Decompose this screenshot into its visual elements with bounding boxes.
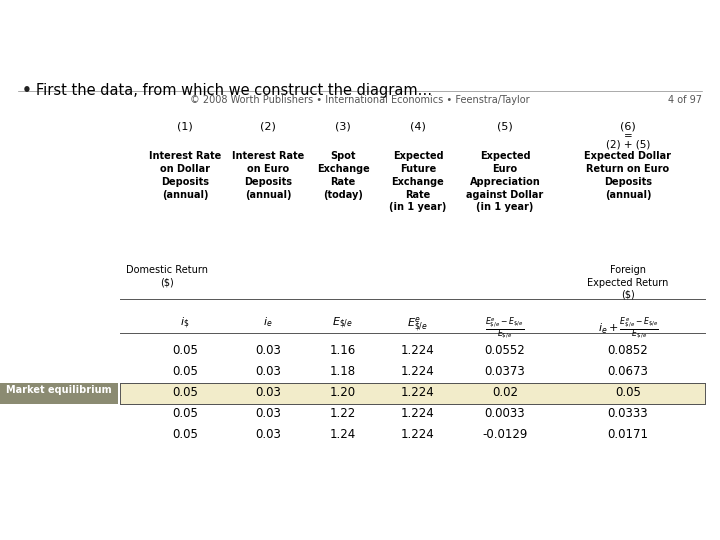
Text: 0.0852: 0.0852 bbox=[608, 344, 649, 357]
Text: Interest Rate
on Euro
Deposits
(annual): Interest Rate on Euro Deposits (annual) bbox=[232, 151, 304, 199]
Text: 0.03: 0.03 bbox=[255, 344, 281, 357]
Text: Domestic Return
($): Domestic Return ($) bbox=[126, 265, 208, 287]
Text: 1.224: 1.224 bbox=[401, 365, 435, 378]
Text: (2): (2) bbox=[260, 121, 276, 131]
Text: $i_{\$}$: $i_{\$}$ bbox=[180, 315, 189, 330]
Text: 0.05: 0.05 bbox=[615, 386, 641, 399]
Text: 0.03: 0.03 bbox=[255, 428, 281, 441]
Text: 4 of 97: 4 of 97 bbox=[668, 95, 702, 105]
Text: Expected Dollar
Return on Euro
Deposits
(annual): Expected Dollar Return on Euro Deposits … bbox=[585, 151, 672, 199]
Text: 1.224: 1.224 bbox=[401, 428, 435, 441]
Text: 0.0033: 0.0033 bbox=[485, 407, 526, 420]
Text: $i_{e}$: $i_{e}$ bbox=[264, 315, 273, 329]
Text: (1): (1) bbox=[177, 121, 193, 131]
Text: Expected
Euro
Appreciation
against Dollar
(in 1 year): Expected Euro Appreciation against Dolla… bbox=[467, 151, 544, 212]
Text: 1.224: 1.224 bbox=[401, 386, 435, 399]
Text: 0.05: 0.05 bbox=[172, 407, 198, 420]
Text: (6): (6) bbox=[620, 121, 636, 131]
Text: 0.0673: 0.0673 bbox=[608, 365, 649, 378]
Text: Equilibrium in the FX Market: An Example: Equilibrium in the FX Market: An Example bbox=[50, 22, 670, 48]
Text: First the data, from which we construct the diagram…: First the data, from which we construct … bbox=[36, 83, 432, 98]
Text: Spot
Exchange
Rate
(today): Spot Exchange Rate (today) bbox=[317, 151, 369, 199]
Text: $E^{e}_{\$/e}$: $E^{e}_{\$/e}$ bbox=[408, 315, 428, 334]
Text: Expected
Future
Exchange
Rate
(in 1 year): Expected Future Exchange Rate (in 1 year… bbox=[390, 151, 446, 212]
Bar bbox=[0, 383, 118, 404]
Text: 1.22: 1.22 bbox=[330, 407, 356, 420]
Text: © 2008 Worth Publishers • International Economics • Feenstra/Taylor: © 2008 Worth Publishers • International … bbox=[190, 95, 530, 105]
Text: $i_{e} + \frac{E^{e}_{\$/e} - E_{\$/e}}{E_{\$/e}}$: $i_{e} + \frac{E^{e}_{\$/e} - E_{\$/e}}{… bbox=[598, 315, 659, 342]
Text: (2) + (5): (2) + (5) bbox=[606, 139, 650, 149]
Text: (5): (5) bbox=[497, 121, 513, 131]
Text: =: = bbox=[624, 131, 632, 141]
Text: 0.0373: 0.0373 bbox=[485, 365, 526, 378]
Text: 0.03: 0.03 bbox=[255, 386, 281, 399]
Text: 0.0171: 0.0171 bbox=[608, 428, 649, 441]
Text: $\frac{E^{e}_{\$/e} - E_{\$/e}}{E_{\$/e}}$: $\frac{E^{e}_{\$/e} - E_{\$/e}}{E_{\$/e}… bbox=[485, 315, 525, 342]
Text: $E_{\$/e}$: $E_{\$/e}$ bbox=[333, 315, 354, 330]
Text: 1.18: 1.18 bbox=[330, 365, 356, 378]
Text: 0.05: 0.05 bbox=[172, 344, 198, 357]
Text: 1.16: 1.16 bbox=[330, 344, 356, 357]
Text: 1.224: 1.224 bbox=[401, 344, 435, 357]
Text: Foreign
Expected Return
($): Foreign Expected Return ($) bbox=[588, 265, 669, 300]
Text: Market equilibrium: Market equilibrium bbox=[6, 385, 112, 395]
Text: 1.224: 1.224 bbox=[401, 407, 435, 420]
Text: -0.0129: -0.0129 bbox=[482, 428, 528, 441]
Text: Interest Rate
on Dollar
Deposits
(annual): Interest Rate on Dollar Deposits (annual… bbox=[149, 151, 221, 199]
Text: (3): (3) bbox=[335, 121, 351, 131]
Text: 0.05: 0.05 bbox=[172, 428, 198, 441]
Bar bbox=[120, 383, 705, 404]
Text: 0.0333: 0.0333 bbox=[608, 407, 648, 420]
Text: 0.05: 0.05 bbox=[172, 386, 198, 399]
Text: (4): (4) bbox=[410, 121, 426, 131]
Text: 0.03: 0.03 bbox=[255, 407, 281, 420]
Text: •: • bbox=[22, 83, 32, 98]
Text: 0.05: 0.05 bbox=[172, 365, 198, 378]
Text: 0.02: 0.02 bbox=[492, 386, 518, 399]
Text: 1.24: 1.24 bbox=[330, 428, 356, 441]
Text: 0.03: 0.03 bbox=[255, 365, 281, 378]
Text: 1.20: 1.20 bbox=[330, 386, 356, 399]
Text: 0.0552: 0.0552 bbox=[485, 344, 526, 357]
